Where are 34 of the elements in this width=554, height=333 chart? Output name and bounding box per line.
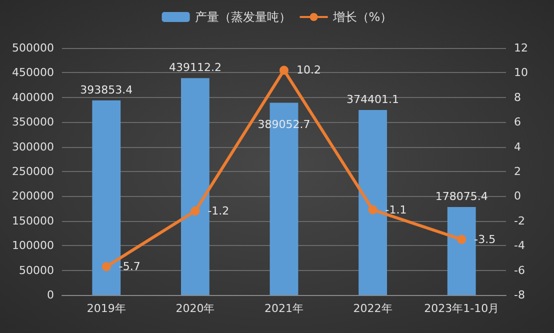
y-tick-label: 400000 (12, 90, 54, 104)
y2-tick-label: -2 (514, 214, 525, 228)
x-tick-label: 2022年 (353, 302, 392, 315)
data-label: 393853.4 (80, 83, 133, 96)
data-label: 374401.1 (346, 93, 400, 106)
y2-tick-label: 6 (514, 116, 521, 129)
y2-tick-label: -6 (514, 264, 525, 277)
x-tick-label: 2019年 (86, 302, 126, 315)
y2-tick-label: 2 (514, 165, 521, 178)
y2-tick-label: 12 (514, 42, 528, 54)
x-tick-label: 2023年1-10月 (424, 302, 500, 315)
y2-tick-label: 4 (514, 140, 521, 154)
x-tick-label: 2020年 (176, 302, 215, 315)
legend-label: 产量（蒸发量吨） (194, 10, 291, 24)
y2-tick-label: 8 (514, 90, 521, 104)
y-tick-label: 300000 (12, 140, 54, 154)
y2-tick-label: 10 (514, 66, 528, 80)
x-tick-label: 2021年 (264, 302, 304, 315)
y2-tick-label: -8 (514, 288, 525, 302)
legend-label: 增长（%） (332, 10, 392, 24)
data-label: 10.2 (296, 64, 321, 77)
data-label: 439112.2 (168, 61, 222, 74)
y-tick-label: 450000 (12, 66, 54, 80)
y-tick-label: 350000 (12, 116, 54, 129)
y-tick-label: 50000 (19, 264, 54, 277)
data-label: 178075.4 (435, 190, 488, 204)
y-tick-label: 250000 (12, 165, 54, 178)
y2-tick-label: -4 (514, 239, 525, 252)
y-tick-label: 200000 (12, 190, 54, 203)
y-tick-label: 500000 (12, 42, 54, 54)
y-tick-label: 150000 (12, 214, 54, 228)
y-tick-label: 0 (47, 288, 54, 302)
y2-tick-label: 0 (514, 190, 521, 203)
y-tick-label: 100000 (12, 239, 54, 252)
